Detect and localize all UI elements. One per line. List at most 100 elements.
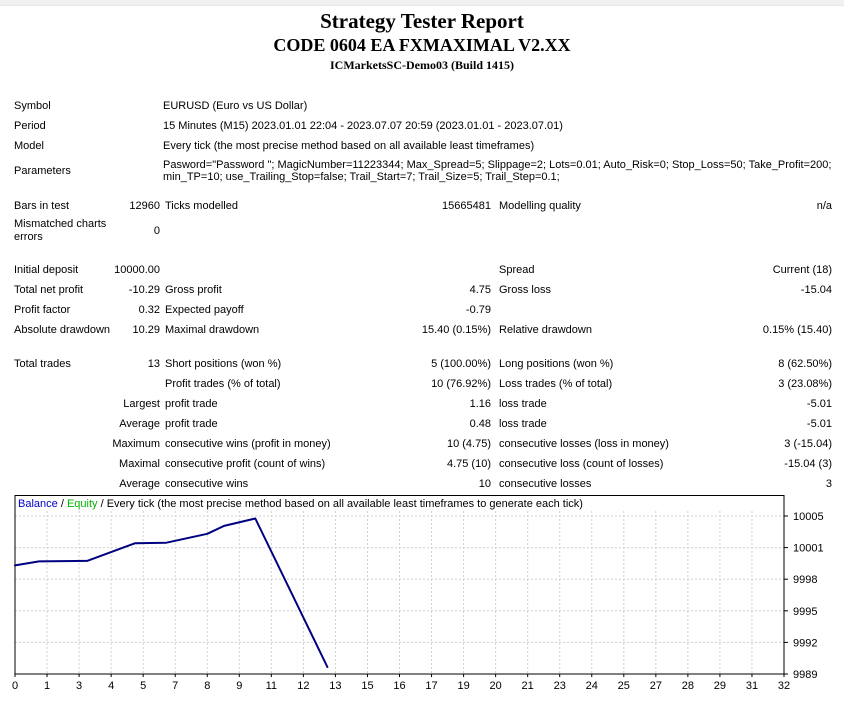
stat-label	[491, 308, 690, 312]
stats-row: Total net profit -10.29 Gross profit 4.75 Gr…	[14, 280, 844, 300]
stat-label	[14, 462, 110, 466]
stats-table: Bars in test 12960 Ticks modelled 15665481 M…	[0, 196, 844, 494]
stat-value: Maximal	[119, 458, 160, 470]
stat-label: Spread	[499, 264, 535, 276]
stat-value: 15.40 (0.15%)	[421, 324, 491, 336]
info-value: EURUSD (Euro vs US Dollar)	[163, 100, 308, 112]
stat-value: 10.29	[132, 324, 160, 336]
x-axis-label: 21	[522, 680, 534, 692]
x-axis-label: 0	[12, 680, 18, 692]
stat-label: Total net profit	[14, 283, 84, 296]
stat-value	[356, 268, 491, 272]
x-axis-label: 28	[682, 680, 694, 692]
stat-value: Average	[119, 478, 160, 490]
stat-label	[14, 382, 110, 386]
stat-label: consecutive losses	[499, 478, 592, 490]
stat-label	[14, 482, 110, 486]
stat-label: Relative drawdown	[499, 324, 592, 336]
x-axis-label: 9	[236, 680, 242, 692]
x-axis-label: 25	[618, 680, 630, 692]
balance-chart: 0 1 3 4 5 7 8 9 11 12 13 15 16 17 19 20 21 23 24 25 27 28 29 31…	[0, 495, 844, 696]
stat-label: Gross loss	[499, 284, 551, 296]
report-title: Strategy Tester Report	[320, 9, 524, 33]
stat-label: Loss trades (% of total)	[499, 378, 613, 390]
x-axis-label: 31	[746, 680, 758, 692]
stat-label: Gross profit	[165, 284, 222, 296]
section-gap	[14, 340, 844, 354]
stat-label: Maximal drawdown	[165, 324, 260, 336]
stats-row: Average consecutive wins 10 consecutive los…	[14, 474, 844, 494]
x-axis-label: 7	[172, 680, 178, 692]
stat-label: Bars in test	[14, 199, 70, 212]
legend-equity: Equity	[67, 498, 98, 510]
window-edge-strip	[0, 0, 844, 6]
stat-value: Largest	[123, 398, 160, 410]
x-axis-label: 15	[361, 680, 373, 692]
stat-value: n/a	[816, 200, 832, 212]
stats-row: Bars in test 12960 Ticks modelled 15665481 M…	[14, 196, 844, 216]
stat-label: Expected payoff	[165, 304, 244, 316]
x-axis-label: 5	[140, 680, 146, 692]
stat-label	[14, 402, 110, 406]
x-axis-label: 20	[490, 680, 502, 692]
info-row: Parameters Pasword="Password "; MagicNumb…	[14, 156, 832, 186]
info-row: Symbol EURUSD (Euro vs US Dollar)	[14, 96, 832, 116]
stats-row: Mismatched charts errors 0	[14, 216, 844, 246]
x-axis-label: 12	[297, 680, 309, 692]
info-label: Model	[14, 140, 44, 152]
stat-label: loss trade	[499, 398, 547, 410]
stat-value: 12960	[129, 200, 160, 212]
x-axis-label: 24	[586, 680, 598, 692]
stat-value: 3	[825, 478, 832, 490]
y-axis-label: 9992	[793, 637, 817, 649]
stat-value: 0.32	[138, 304, 160, 316]
chart-border	[14, 495, 785, 675]
info-row: Model Every tick (the most precise method…	[14, 136, 832, 156]
stat-value: 10	[478, 478, 491, 490]
info-table: Symbol EURUSD (Euro vs US Dollar) Period 15…	[0, 96, 844, 186]
stat-value: 0.15% (15.40)	[762, 324, 832, 336]
stat-label: Long positions (won %)	[499, 358, 614, 370]
stat-label	[491, 229, 690, 233]
info-label: Period	[14, 120, 46, 132]
stat-label: Modelling quality	[499, 200, 581, 212]
stat-label: loss trade	[499, 418, 547, 430]
stat-value: 8 (62.50%)	[778, 358, 832, 370]
stat-value: 4.75 (10)	[446, 458, 491, 470]
stat-value: 3 (-15.04)	[784, 438, 832, 450]
stat-label: Profit factor	[14, 303, 71, 316]
stat-label: profit trade	[165, 398, 218, 410]
stat-value: -0.79	[465, 304, 491, 316]
stat-label: Initial deposit	[14, 263, 79, 276]
stat-value: 10000.00	[114, 264, 160, 276]
stat-value: -15.04	[800, 284, 832, 296]
x-axis-label: 4	[108, 680, 114, 692]
stat-value: 0	[153, 225, 160, 237]
stats-row: Average profit trade 0.48 loss trade -5.01	[14, 414, 844, 434]
stat-value: 0.48	[469, 418, 491, 430]
stat-value: Current (18)	[772, 264, 832, 276]
stat-value	[356, 229, 491, 233]
stats-row: Maximum consecutive wins (profit in money…	[14, 434, 844, 454]
x-axis-label: 27	[650, 680, 662, 692]
stat-value: 1.16	[469, 398, 491, 410]
section-gap	[14, 246, 844, 260]
balance-line	[14, 517, 329, 668]
stat-value: -15.04 (3)	[784, 458, 832, 470]
x-axis-label: 1	[44, 680, 50, 692]
stats-row: Absolute drawdown 10.29 Maximal drawdown 15…	[14, 320, 844, 340]
stat-value: Maximum	[112, 438, 160, 450]
stat-label	[14, 442, 110, 446]
stat-value	[110, 382, 160, 386]
stat-value: -10.29	[128, 284, 160, 296]
x-axis-label: 11	[266, 680, 277, 692]
info-value: Pasword="Password "; MagicNumber=1122334…	[163, 159, 832, 183]
y-axis-label: 10001	[793, 543, 824, 555]
stats-row: Profit trades (% of total) 10 (76.92%) Los…	[14, 374, 844, 394]
stat-label: Profit trades (% of total)	[165, 378, 281, 390]
stat-value: -5.01	[806, 398, 832, 410]
x-axis-label: 3	[76, 680, 82, 692]
stats-row: Initial deposit 10000.00 Spread Current (18…	[14, 260, 844, 280]
stats-row: Maximal consecutive profit (count of wins…	[14, 454, 844, 474]
